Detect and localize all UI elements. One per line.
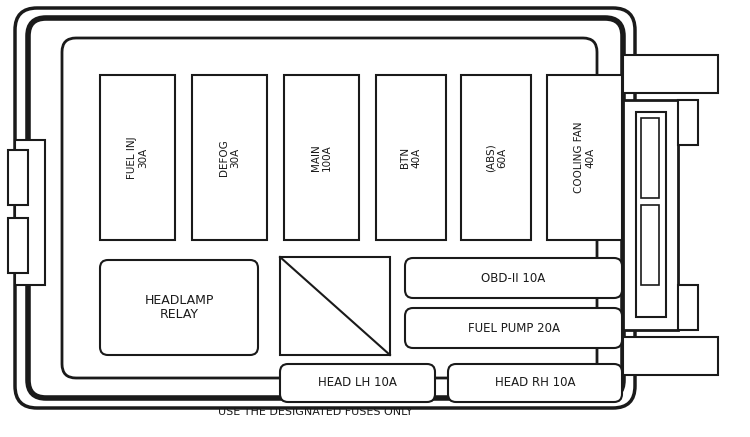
Text: BTN
40A: BTN 40A [400,147,422,168]
Bar [678,100,698,145]
Bar [100,75,175,240]
FancyBboxPatch shape [100,260,258,355]
Bar [284,75,359,240]
Text: HEAD RH 10A: HEAD RH 10A [495,377,575,389]
FancyBboxPatch shape [62,38,597,378]
Text: FUEL INJ
30A: FUEL INJ 30A [127,136,148,179]
Bar [623,100,678,330]
Bar [636,112,666,317]
Bar [8,218,28,273]
Text: OBD-II 10A: OBD-II 10A [482,271,545,284]
Text: MAIN
100A: MAIN 100A [310,144,332,171]
Bar [461,75,531,240]
Bar [641,205,659,285]
Text: DEFOG
30A: DEFOG 30A [219,139,240,176]
Text: (ABS)
60A: (ABS) 60A [485,143,507,172]
FancyBboxPatch shape [405,308,622,348]
Bar [678,285,698,330]
Bar [192,75,267,240]
Bar [623,55,718,93]
FancyBboxPatch shape [405,258,622,298]
Bar [641,118,659,198]
Bar [547,75,622,240]
Text: HEAD LH 10A: HEAD LH 10A [318,377,397,389]
FancyBboxPatch shape [15,8,635,408]
FancyBboxPatch shape [280,364,435,402]
Bar [15,140,45,285]
FancyBboxPatch shape [448,364,622,402]
Bar [376,75,446,240]
Text: COOLING FAN
40A: COOLING FAN 40A [574,122,596,193]
Text: USE THE DESIGNATED FUSES ONLY: USE THE DESIGNATED FUSES ONLY [217,407,412,417]
Bar [8,150,28,205]
FancyBboxPatch shape [28,18,623,398]
Text: HEADLAMP
RELAY: HEADLAMP RELAY [144,294,214,322]
Bar [280,257,390,355]
Bar [623,337,718,375]
Text: FUEL PUMP 20A: FUEL PUMP 20A [467,322,560,334]
